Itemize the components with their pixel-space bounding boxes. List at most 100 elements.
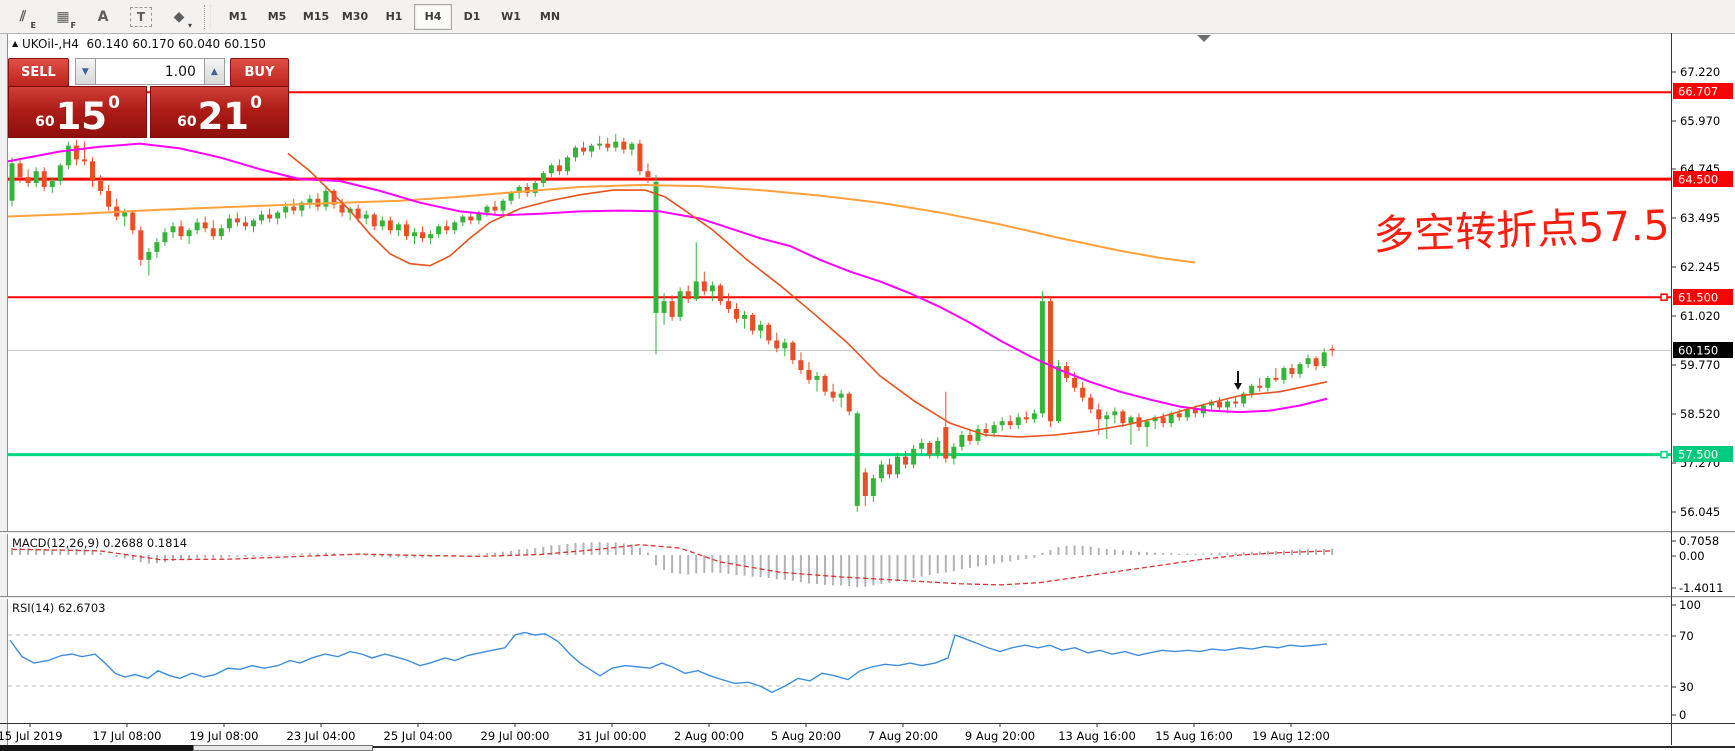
- candle-body: [468, 216, 474, 221]
- candle-body: [886, 464, 892, 475]
- collapse-triangle-icon[interactable]: ▲: [12, 39, 19, 48]
- chart-shift-triangle-icon[interactable]: [1197, 35, 1211, 42]
- price-badge-label: 66.707: [1678, 85, 1718, 99]
- time-axis-label[interactable]: 23 Jul 04:00: [287, 729, 356, 743]
- ma-vermilion-line: [287, 152, 1328, 438]
- candle-body: [830, 391, 836, 398]
- candle-body: [975, 429, 981, 441]
- time-axis-label[interactable]: 9 Aug 20:00: [965, 729, 1035, 743]
- candle-body: [1184, 409, 1190, 418]
- volume-increase-button[interactable]: ▲: [203, 58, 225, 85]
- price-axis-label: 58.520: [1680, 407, 1720, 421]
- time-axis-label[interactable]: 13 Aug 16:00: [1058, 729, 1136, 743]
- price-badge-60.150[interactable]: [1673, 342, 1733, 358]
- sell-button[interactable]: SELL: [8, 58, 69, 87]
- rsi-axis-label: 100: [1679, 598, 1701, 612]
- tf-button-M30[interactable]: M30: [341, 10, 369, 23]
- candle-body: [1192, 409, 1198, 414]
- time-axis-label[interactable]: 5 Aug 20:00: [771, 729, 841, 743]
- tf-button-MN[interactable]: MN: [539, 10, 561, 23]
- candle-body: [371, 214, 377, 227]
- candle-body: [331, 190, 337, 205]
- candle-body: [226, 218, 232, 229]
- candle-body: [500, 200, 506, 211]
- candle-body: [476, 212, 482, 221]
- macd-axis-label: 0.00: [1679, 549, 1705, 563]
- equidistant-channel-icon[interactable]: ⫽ E: [19, 8, 36, 30]
- rsi-indicator-label: RSI(14) 62.6703: [12, 601, 106, 615]
- rsi-line: [9, 631, 1328, 694]
- candle-body: [573, 147, 578, 158]
- candle-body: [870, 478, 876, 497]
- candle-body: [170, 226, 176, 233]
- price-axis-label: 63.495: [1680, 211, 1720, 225]
- fibonacci-retracement-icon[interactable]: ▦ F: [56, 8, 76, 30]
- candle-body: [1039, 301, 1045, 414]
- volume-input[interactable]: 1.00: [95, 58, 204, 85]
- time-axis-label[interactable]: 17 Jul 08:00: [93, 729, 162, 743]
- tf-button-M5[interactable]: M5: [267, 10, 287, 23]
- time-axis-label[interactable]: 15 Aug 16:00: [1155, 729, 1233, 743]
- candle-body: [162, 232, 168, 243]
- bottom-strip-dark-segment: [0, 745, 193, 751]
- candle-body: [1176, 413, 1182, 418]
- candle-body: [1265, 377, 1271, 388]
- tf-button-M1[interactable]: M1: [228, 10, 248, 23]
- time-axis-label[interactable]: 29 Jul 00:00: [481, 729, 550, 743]
- candle-body: [412, 232, 417, 237]
- candle-body: [1128, 417, 1134, 424]
- price-axis-label: 65.970: [1680, 114, 1720, 128]
- candle-body: [540, 173, 546, 184]
- pane-separator-1[interactable]: [0, 596, 1735, 599]
- candle-body: [1168, 413, 1174, 424]
- candle-body: [903, 456, 909, 465]
- candle-body: [460, 216, 466, 223]
- price-badge-66.707[interactable]: [1673, 83, 1733, 99]
- bottom-strip-gray-segment[interactable]: [193, 745, 373, 751]
- tf-button-M15[interactable]: M15: [302, 10, 330, 23]
- time-axis-label[interactable]: 31 Jul 00:00: [578, 729, 647, 743]
- candle-body: [41, 171, 47, 187]
- buy-button[interactable]: BUY: [229, 58, 289, 87]
- candle-body: [1031, 413, 1037, 420]
- tf-button-H1[interactable]: H1: [385, 10, 403, 23]
- candle-body: [532, 183, 538, 193]
- candle-body: [766, 324, 772, 341]
- candle-body: [548, 165, 554, 174]
- pane-separator-0[interactable]: [0, 531, 1735, 534]
- price-badge-57.500[interactable]: [1673, 446, 1733, 462]
- candle-body: [355, 208, 361, 219]
- level-handle-61.5[interactable]: [1660, 293, 1668, 301]
- time-axis-label[interactable]: 2 Aug 00:00: [674, 729, 744, 743]
- candle-body: [1112, 411, 1118, 416]
- price-badge-64.500[interactable]: [1673, 171, 1733, 187]
- candle-body: [862, 472, 868, 497]
- time-axis-label[interactable]: 15 Jul 2019: [0, 729, 63, 743]
- time-axis-label[interactable]: 19 Aug 12:00: [1252, 729, 1330, 743]
- text-label-icon[interactable]: T: [130, 6, 152, 27]
- price-axis-label: 59.770: [1680, 358, 1720, 372]
- candle-body: [581, 147, 587, 152]
- buy-price-display[interactable]: 60 21 0: [150, 86, 289, 138]
- time-axis-label[interactable]: 25 Jul 04:00: [384, 729, 453, 743]
- time-axis-label[interactable]: 19 Jul 08:00: [190, 729, 259, 743]
- candle-body: [999, 421, 1005, 426]
- text-tool-icon[interactable]: A: [97, 8, 109, 25]
- time-axis-label[interactable]: 7 Aug 20:00: [868, 729, 938, 743]
- tf-button-W1[interactable]: W1: [501, 10, 521, 23]
- candle-body: [146, 251, 152, 260]
- price-badge-61.500[interactable]: [1673, 289, 1733, 305]
- candle-body: [1208, 401, 1214, 406]
- tf-button-D1[interactable]: D1: [463, 10, 481, 23]
- candle-body: [991, 425, 997, 434]
- sell-price-display[interactable]: 60 15 0: [8, 86, 147, 138]
- volume-decrease-button[interactable]: ▼: [74, 58, 96, 85]
- candle-body: [339, 204, 345, 213]
- candle-body: [65, 145, 71, 166]
- tf-button-H4[interactable]: H4: [414, 3, 452, 30]
- candle-body: [1281, 368, 1287, 380]
- level-handle-57.5[interactable]: [1660, 450, 1668, 459]
- arrows-tool-icon[interactable]: ◆ ▾: [173, 8, 192, 30]
- candle-body: [154, 242, 160, 252]
